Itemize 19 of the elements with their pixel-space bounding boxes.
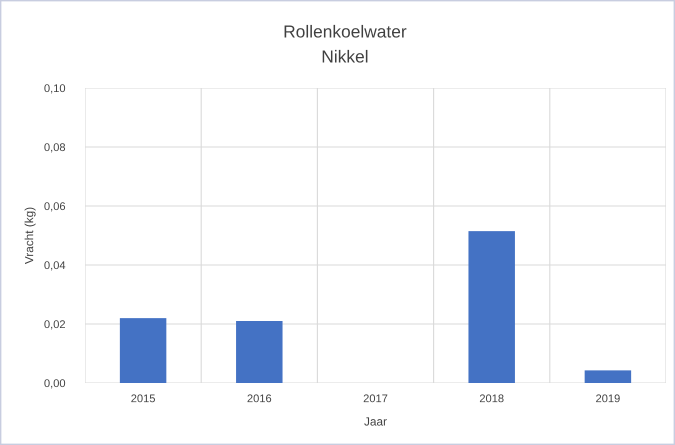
chart-subtitle: Nikkel (322, 50, 368, 63)
y-axis-title: Vracht (kg) (24, 208, 36, 264)
x-tick-label: 2017 (364, 394, 388, 402)
bar (236, 321, 283, 383)
bar (120, 318, 166, 383)
x-axis-title: Jaar (364, 417, 387, 426)
bar (584, 370, 632, 383)
y-tick-label: 0,10 (44, 84, 66, 94)
y-tick-label: 0,08 (44, 143, 66, 152)
bar (468, 231, 515, 383)
x-tick-label: 2016 (248, 394, 272, 402)
y-tick-label: 0,02 (44, 320, 65, 330)
chart-title: Rollenkoelwater (284, 24, 406, 38)
x-tick-label: 2018 (480, 394, 504, 402)
y-tick-label: 0,00 (44, 379, 66, 388)
y-tick-label: 0,04 (44, 261, 66, 270)
y-tick-label: 0,06 (44, 202, 66, 212)
x-tick-label: 2019 (596, 394, 620, 402)
x-tick-label: 2015 (131, 394, 155, 402)
